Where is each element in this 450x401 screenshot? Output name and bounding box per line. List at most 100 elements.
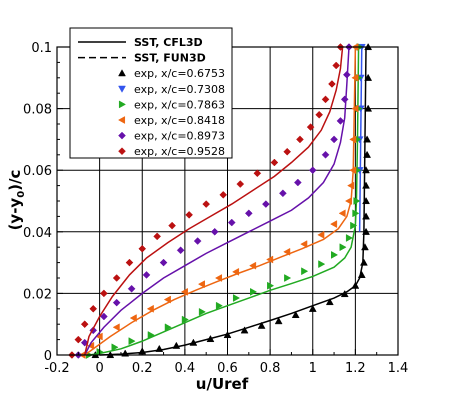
legend-entry: exp, x/c=0.8973 [118, 130, 225, 143]
y-tick-label: 0.06 [23, 164, 52, 179]
exp-point [176, 246, 185, 255]
exp-point [357, 270, 366, 278]
y-tick-label: 0.04 [23, 226, 52, 241]
legend-box [69, 27, 233, 159]
exp-point [244, 209, 253, 218]
exp-point [364, 73, 373, 81]
legend-entry: exp, x/c=0.7863 [118, 98, 225, 111]
exp-point [236, 180, 245, 188]
legend: SST, CFL3D SST, FUN3D exp, x/c=0.6753 exp, … [69, 27, 233, 159]
exp-point [89, 304, 98, 313]
exp-point [172, 341, 181, 349]
legend-marker [118, 69, 126, 77]
exp-point [331, 250, 339, 259]
exp-point [153, 232, 162, 241]
exp-point [318, 260, 326, 269]
exp-point [364, 104, 373, 112]
exp-point [300, 240, 308, 249]
exp-point [223, 330, 232, 339]
legend-entry: exp, x/c=0.7308 [118, 83, 225, 96]
exp-point [253, 169, 262, 178]
x-tick-label: -0.2 [44, 361, 69, 376]
exp-point [342, 70, 351, 79]
y-tick-label: 0.08 [23, 103, 52, 118]
legend-entry: exp, x/c=0.6753 [118, 67, 225, 80]
exp-point [296, 135, 304, 144]
exp-point [112, 298, 121, 307]
x-tick-label: 0.2 [132, 361, 153, 376]
exp-point [215, 301, 223, 310]
exp-point [111, 343, 119, 352]
exp-point [317, 230, 325, 239]
exp-point [283, 247, 291, 256]
exp-point [142, 271, 151, 279]
x-axis-title: u/Uref [196, 375, 249, 393]
exp-point [363, 135, 372, 143]
exp-point [325, 298, 334, 306]
x-tick-label: 1 [309, 361, 317, 376]
x-tick-label: 1.2 [345, 361, 366, 376]
exp-point [219, 190, 228, 199]
exp-point [352, 209, 360, 218]
x-tick-label: 0.8 [260, 361, 281, 376]
y-axis-title: (y-y0)/c [6, 170, 27, 231]
legend-label: exp, x/c=0.8418 [134, 114, 225, 127]
legend-marker [118, 100, 127, 109]
exp-point [349, 135, 357, 144]
exp-point [266, 255, 274, 264]
legend-marker [118, 131, 126, 140]
exp-point [197, 280, 205, 289]
legend-entry: SST, FUN3D [78, 52, 206, 65]
legend-label: exp, x/c=0.7308 [134, 83, 225, 96]
exp-point [330, 135, 338, 144]
x-tick-label: 1.4 [388, 361, 409, 376]
exp-point [350, 221, 358, 230]
y-tick-label: 0 [44, 349, 52, 364]
exp-point [293, 178, 302, 187]
exp-point [193, 237, 202, 245]
exp-point [321, 95, 330, 104]
exp-point [257, 321, 266, 329]
exp-point [362, 227, 370, 235]
exp-point [100, 289, 108, 298]
exp-point [330, 220, 338, 229]
legend-marker [117, 116, 126, 124]
exp-point [95, 332, 103, 341]
series-x-c-0-8418 [78, 43, 359, 359]
legend-label: SST, CFL3D [134, 36, 203, 49]
exp-point [362, 181, 370, 189]
exp-point [232, 294, 241, 302]
tick-labels: -0.2 0 0.2 0.4 0.6 0.8 1 1.2 1.400.020.040.060.0… [23, 41, 408, 376]
exp-point [250, 287, 258, 296]
exp-point [359, 258, 368, 266]
exp-point [198, 307, 206, 316]
exp-point [125, 258, 134, 267]
exp-point [345, 234, 353, 242]
exp-point [284, 274, 292, 282]
legend-marker [118, 85, 126, 93]
cfd-line [83, 46, 344, 356]
exp-point [351, 281, 360, 289]
exp-point [155, 344, 164, 352]
exp-point [100, 312, 108, 321]
exp-point [164, 323, 172, 332]
exp-point [159, 258, 168, 267]
exp-point [344, 197, 353, 205]
legend-entry: SST, CFL3D [78, 36, 203, 49]
exp-point [80, 320, 89, 329]
exp-point [362, 166, 370, 174]
exp-point [315, 110, 323, 119]
exp-point [328, 80, 336, 88]
exp-point [180, 287, 188, 296]
exp-point [185, 211, 193, 219]
exp-point [306, 123, 315, 131]
y-tick-label: 0.02 [23, 287, 52, 302]
exp-point [351, 73, 359, 82]
legend-entry: exp, x/c=0.9528 [118, 145, 225, 158]
exp-point [112, 323, 120, 332]
legend-entry: exp, x/c=0.8418 [117, 114, 225, 127]
exp-point [262, 200, 270, 208]
exp-point [332, 61, 341, 70]
exp-point [206, 334, 215, 343]
